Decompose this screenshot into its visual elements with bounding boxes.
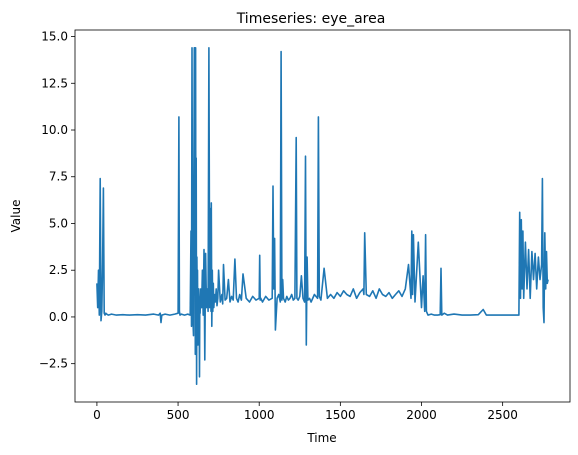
y-tick-label: 12.5 <box>41 76 68 90</box>
y-tick-label: −2.5 <box>39 357 68 371</box>
plot-frame <box>74 29 571 403</box>
axis-ticks: 0 500 1000 1500 2000 2500 −2.5 0.0 2.5 5.0 7.5 10.0… <box>39 30 518 422</box>
x-tick-label: 500 <box>167 408 190 422</box>
y-tick-label: 10.0 <box>41 123 68 137</box>
x-tick-label: 1500 <box>325 408 356 422</box>
x-tick-label: 2500 <box>487 408 518 422</box>
y-axis-label: Value <box>9 200 23 233</box>
y-tick-label: 15.0 <box>41 30 68 44</box>
y-tick-label: 7.5 <box>49 170 68 184</box>
x-axis-label: Time <box>306 431 336 445</box>
x-tick-label: 2000 <box>406 408 437 422</box>
x-tick-label: 1000 <box>244 408 275 422</box>
y-tick-label: 0.0 <box>49 310 68 324</box>
chart-title: Timeseries: eye_area <box>236 11 386 27</box>
y-tick-label: 2.5 <box>49 263 68 277</box>
x-tick-label: 0 <box>93 408 101 422</box>
y-tick-label: 5.0 <box>49 216 68 230</box>
series-line <box>96 47 549 385</box>
